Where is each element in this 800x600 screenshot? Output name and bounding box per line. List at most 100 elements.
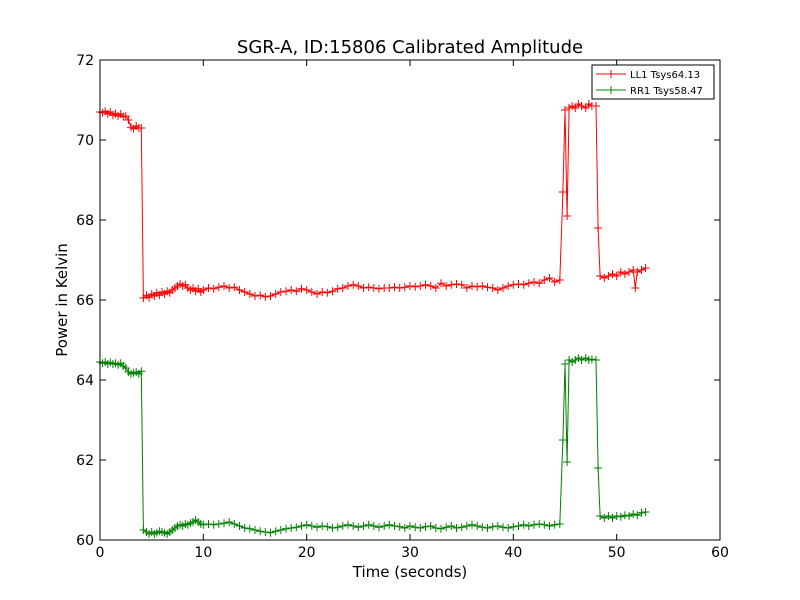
- data-point: [457, 523, 466, 532]
- data-point: [240, 288, 249, 296]
- data-point: [457, 280, 466, 289]
- data-point: [225, 518, 234, 526]
- data-point: [230, 283, 239, 292]
- data-point: [276, 526, 285, 534]
- data-point: [468, 282, 476, 290]
- data-point: [462, 284, 471, 292]
- data-point: [608, 270, 617, 278]
- legend-label-rr1: RR1 Tsys58.47: [630, 86, 703, 97]
- data-point: [535, 520, 544, 528]
- data-point: [276, 288, 285, 296]
- data-point: [600, 274, 609, 282]
- y-tick-label: 60: [76, 533, 94, 549]
- data-point: [251, 292, 259, 300]
- data-point: [612, 512, 621, 520]
- data-point: [328, 287, 337, 296]
- data-point: [509, 522, 518, 531]
- data-point: [594, 464, 603, 472]
- data-point: [616, 268, 625, 276]
- data-point: [313, 290, 321, 298]
- x-tick-label: 50: [608, 545, 626, 561]
- data-point: [631, 284, 640, 292]
- data-point: [555, 276, 564, 284]
- data-point: [344, 282, 352, 290]
- data-point: [271, 290, 280, 298]
- chart-title: SGR-A, ID:15806 Calibrated Amplitude: [237, 37, 583, 58]
- data-point: [230, 520, 239, 528]
- data-point: [637, 266, 646, 274]
- data-point: [426, 282, 435, 290]
- data-point: [473, 282, 482, 291]
- data-point: [561, 360, 569, 368]
- data-point: [483, 283, 492, 292]
- data-point: [509, 280, 518, 289]
- x-tick-label: 60: [711, 545, 729, 561]
- data-point: [271, 527, 280, 536]
- y-tick-label: 68: [76, 213, 94, 229]
- data-point: [375, 284, 383, 293]
- data-point: [359, 522, 368, 530]
- data-point: [349, 280, 358, 289]
- data-point: [514, 522, 523, 530]
- data-point: [462, 522, 471, 530]
- data-point: [612, 272, 621, 280]
- data-point: [302, 520, 311, 529]
- data-point: [604, 512, 613, 520]
- data-point: [561, 106, 569, 114]
- data-point: [637, 508, 646, 517]
- x-tick-label: 0: [96, 545, 105, 561]
- x-tick-label: 40: [504, 545, 522, 561]
- data-point: [550, 520, 559, 529]
- data-point: [577, 356, 586, 364]
- data-point: [261, 292, 270, 301]
- data-point: [629, 266, 638, 274]
- data-point: [431, 524, 440, 532]
- data-point: [447, 522, 456, 530]
- data-point: [266, 292, 275, 300]
- data-point: [354, 282, 363, 290]
- data-point: [600, 514, 609, 522]
- data-point: [359, 284, 368, 292]
- data-point: [442, 523, 451, 532]
- data-point: [478, 282, 487, 290]
- legend-entry-rr1: RR1 Tsys58.47: [596, 86, 703, 97]
- series-1: [96, 354, 650, 538]
- series-0: [96, 100, 650, 302]
- data-point: [395, 522, 404, 531]
- data-point: [530, 278, 538, 286]
- data-point: [344, 520, 352, 529]
- data-point: [297, 284, 306, 293]
- data-point: [380, 522, 389, 530]
- x-tick-label: 20: [298, 545, 316, 561]
- data-point: [214, 283, 223, 292]
- data-point: [240, 524, 249, 532]
- data-point: [245, 524, 254, 533]
- data-point: [437, 279, 445, 288]
- legend-entry-ll1: LL1 Tsys64.13: [596, 70, 700, 81]
- data-point: [313, 523, 321, 532]
- data-point: [287, 524, 296, 532]
- data-point: [302, 286, 311, 294]
- data-point: [318, 522, 327, 530]
- data-point: [478, 523, 487, 532]
- data-point: [256, 527, 265, 536]
- data-point: [493, 286, 502, 294]
- data-point: [633, 268, 642, 276]
- data-point: [535, 279, 544, 288]
- data-point: [411, 523, 420, 532]
- y-tick-label: 66: [76, 293, 94, 309]
- data-point: [323, 288, 332, 297]
- data-point: [524, 522, 533, 530]
- y-tick-label: 72: [76, 53, 94, 69]
- data-point: [488, 522, 497, 531]
- data-point: [297, 522, 306, 530]
- data-point: [385, 520, 394, 529]
- data-point: [400, 524, 409, 532]
- data-point: [251, 526, 259, 534]
- x-axis-label: Time (seconds): [352, 563, 468, 581]
- data-point: [209, 284, 218, 293]
- data-point: [596, 272, 605, 280]
- data-point: [499, 284, 507, 292]
- data-point: [493, 522, 502, 530]
